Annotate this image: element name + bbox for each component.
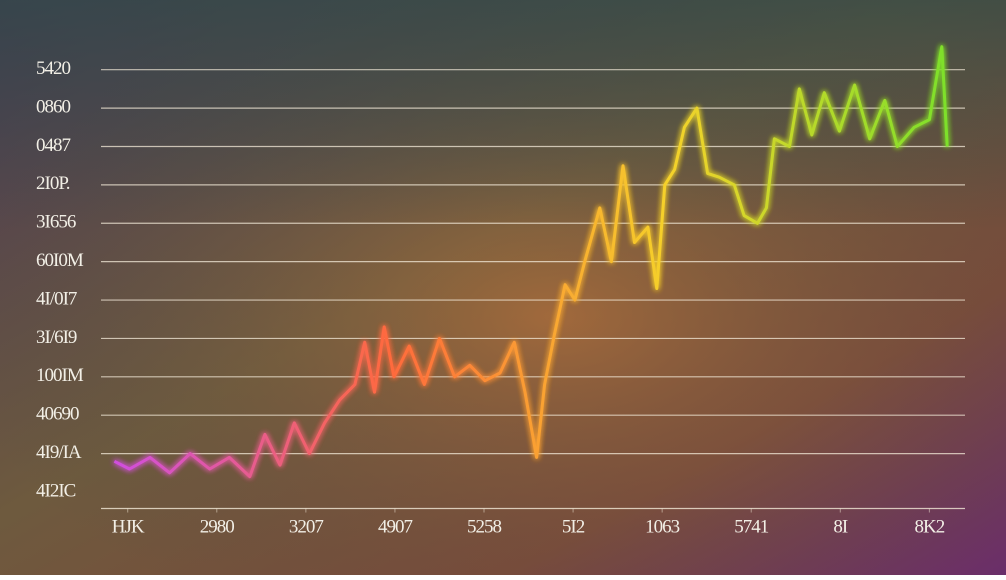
- y-tick-label: 5420: [36, 58, 71, 79]
- x-tick-label: 5741: [734, 516, 769, 537]
- x-tick-label: HJK: [112, 516, 145, 537]
- y-tick-label: 0860: [36, 96, 71, 117]
- x-tick-label: 8I: [833, 516, 848, 537]
- y-tick-label: 60I0M: [36, 250, 84, 271]
- y-tick-label: 2I0P.: [36, 173, 70, 194]
- x-tick-label: 1063: [645, 516, 680, 537]
- y-tick-label: 100IM: [36, 365, 84, 386]
- x-tick-label: 5I2: [562, 516, 585, 537]
- data-line: [113, 45, 949, 479]
- y-tick-label: 40690: [36, 404, 79, 425]
- x-tick-label: 5258: [467, 516, 502, 537]
- x-tick-label: 8K2: [915, 516, 945, 537]
- y-tick-label: 3I/6I9: [36, 327, 77, 348]
- x-tick-label: 2980: [200, 516, 235, 537]
- y-tick-label: 4I/0I7: [36, 288, 77, 309]
- y-tick-label: 4I9/IA: [36, 442, 82, 463]
- y-tick-label: 4I2IC: [36, 480, 76, 501]
- y-tick-label: 3I656: [36, 212, 76, 233]
- x-tick-label: 4907: [378, 516, 413, 537]
- y-tick-label: 0487: [36, 135, 71, 156]
- x-tick-label: 3207: [289, 516, 324, 537]
